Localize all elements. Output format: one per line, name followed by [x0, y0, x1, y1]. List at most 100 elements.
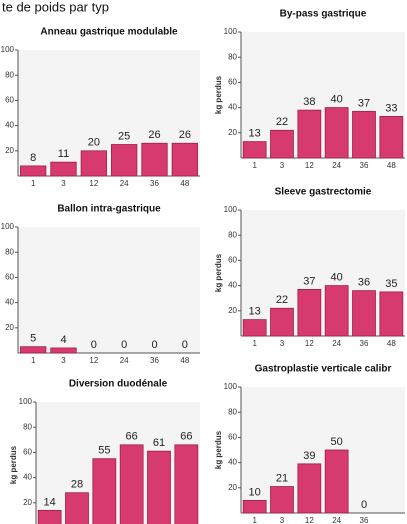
- value-label: 66: [126, 431, 138, 443]
- x-tick-label: 3: [280, 161, 285, 170]
- y-tick-label: 100: [19, 397, 33, 406]
- y-tick-label: 40: [228, 103, 237, 112]
- y-tick-label: 100: [224, 382, 238, 391]
- chart-title: By-pass gastrique: [280, 9, 367, 20]
- value-label: 13: [249, 128, 261, 140]
- bar: [20, 165, 47, 177]
- bar: [297, 463, 322, 514]
- x-tick-label: 36: [360, 161, 369, 170]
- x-tick-label: 1: [31, 179, 36, 188]
- x-tick-label: 12: [305, 516, 314, 524]
- x-tick-label: 24: [120, 179, 129, 188]
- y-tick-label: 40: [5, 121, 14, 130]
- value-label: 36: [358, 277, 370, 289]
- bar: [174, 444, 199, 524]
- x-tick-label: 48: [387, 339, 396, 348]
- bar: [92, 458, 117, 524]
- value-label: 0: [121, 339, 127, 351]
- page-title: te de poids par typ: [2, 0, 109, 14]
- plot-area: [18, 227, 200, 353]
- bar: [147, 450, 171, 524]
- bar: [242, 319, 267, 337]
- value-label: 5: [30, 333, 36, 345]
- y-tick-label: 20: [5, 323, 14, 332]
- value-label: 0: [151, 339, 157, 351]
- y-tick-label: 100: [224, 27, 238, 36]
- value-label: 11: [58, 148, 69, 160]
- y-tick-label: 60: [5, 96, 14, 105]
- chart-title: Diversion duodénale: [69, 379, 168, 390]
- bar: [324, 449, 349, 514]
- x-tick-label: 1: [252, 339, 257, 348]
- x-tick-label: 1: [252, 161, 257, 170]
- value-label: 55: [98, 445, 110, 457]
- x-tick-label: 36: [360, 339, 369, 348]
- y-tick-label: 80: [228, 230, 237, 239]
- y-tick-label: 80: [23, 422, 32, 431]
- x-tick-label: 48: [180, 356, 189, 365]
- value-label: 0: [91, 339, 97, 351]
- y-tick-label: 20: [228, 306, 237, 315]
- value-label: 25: [118, 130, 130, 142]
- y-axis-label: kg perdus: [214, 253, 223, 292]
- value-label: 26: [179, 129, 191, 141]
- x-tick-label: 36: [150, 179, 159, 188]
- bar: [171, 142, 198, 177]
- value-label: 35: [385, 278, 397, 290]
- y-tick-label: 40: [228, 458, 237, 467]
- bar: [379, 116, 404, 159]
- plot-area: [36, 402, 200, 524]
- x-tick-label: 1: [252, 516, 257, 524]
- value-label: 4: [60, 334, 66, 346]
- bar: [242, 141, 267, 159]
- plot-area: [241, 210, 405, 336]
- value-label: 39: [303, 450, 315, 462]
- bar: [270, 307, 294, 337]
- bar: [37, 509, 62, 524]
- x-tick-label: 3: [61, 179, 66, 188]
- value-label: 0: [361, 499, 367, 511]
- y-tick-label: 40: [228, 281, 237, 290]
- y-tick-label: 20: [23, 498, 32, 507]
- value-label: 37: [303, 275, 315, 287]
- y-axis-label: kg perdus: [9, 445, 18, 484]
- chart-title: Ballon intra-gastrique: [57, 204, 161, 215]
- y-tick-label: 80: [5, 70, 14, 79]
- plot-area: [241, 32, 405, 158]
- y-tick-label: 40: [5, 298, 14, 307]
- y-tick-label: 20: [228, 483, 237, 492]
- bar: [65, 492, 89, 524]
- x-tick-label: 12: [89, 356, 98, 365]
- y-tick-label: 20: [5, 146, 14, 155]
- bar: [50, 161, 77, 177]
- x-tick-label: 3: [280, 339, 285, 348]
- value-label: 50: [331, 436, 343, 448]
- x-tick-label: 12: [89, 179, 98, 188]
- bar: [324, 285, 349, 337]
- y-tick-label: 100: [224, 205, 238, 214]
- y-tick-label: 80: [228, 407, 237, 416]
- value-label: 13: [249, 306, 261, 318]
- x-tick-label: 1: [31, 356, 36, 365]
- x-tick-label: 24: [332, 516, 341, 524]
- bar: [111, 144, 138, 177]
- y-tick-label: 60: [228, 78, 237, 87]
- bar: [141, 142, 168, 177]
- value-label: 37: [358, 97, 370, 109]
- chart-title: Gastroplastie verticale calibr: [255, 364, 392, 375]
- bar: [297, 288, 322, 337]
- bar: [270, 129, 294, 159]
- y-tick-label: 100: [1, 222, 15, 231]
- y-tick-label: 60: [228, 433, 237, 442]
- y-tick-label: 100: [1, 45, 15, 54]
- x-tick-label: 12: [305, 161, 314, 170]
- value-label: 20: [88, 137, 100, 149]
- value-label: 22: [276, 116, 288, 128]
- value-label: 21: [276, 472, 288, 484]
- y-axis-label: kg perdus: [214, 430, 223, 469]
- x-tick-label: 24: [332, 339, 341, 348]
- bar: [50, 347, 77, 354]
- value-label: 14: [44, 496, 56, 508]
- x-tick-label: 24: [332, 161, 341, 170]
- x-tick-label: 3: [280, 516, 285, 524]
